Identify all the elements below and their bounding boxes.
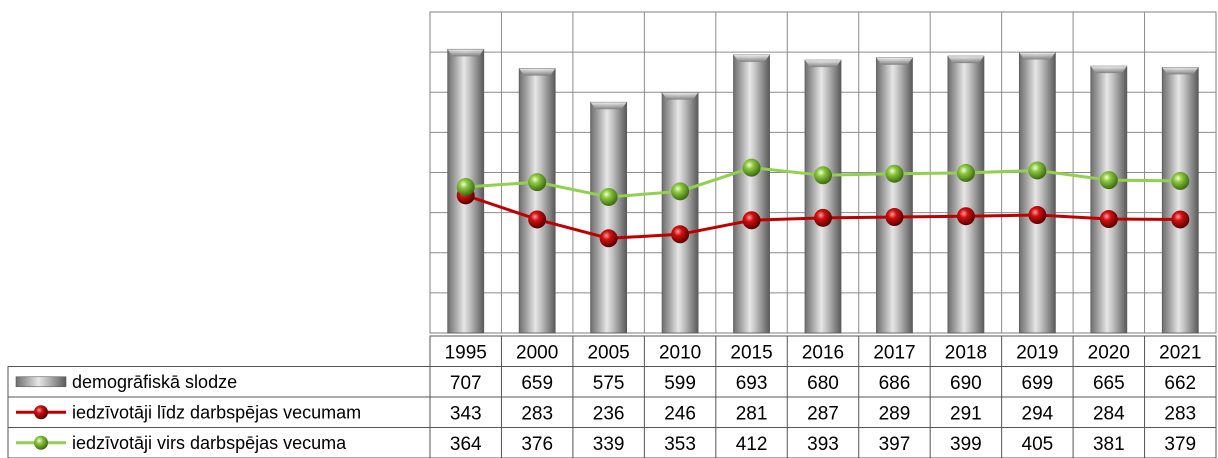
tick-label: 2010 <box>659 342 701 363</box>
bar <box>804 59 842 334</box>
data-label: 405 <box>1022 434 1054 455</box>
data-point <box>814 208 832 227</box>
bar <box>1090 65 1128 334</box>
bar <box>947 55 985 334</box>
data-label: 379 <box>1164 434 1196 455</box>
legend-key <box>15 376 67 388</box>
bar <box>518 68 556 334</box>
tick-label: 2021 <box>1159 342 1201 363</box>
data-label: 665 <box>1093 373 1125 394</box>
tick-label: 2016 <box>802 342 844 363</box>
data-point <box>599 229 618 248</box>
data-label: 376 <box>521 434 553 455</box>
tick-label: 2020 <box>1088 342 1130 363</box>
data-label: 399 <box>950 434 982 455</box>
legend-label: iedzīvotāji virs darbspējas vecuma <box>72 433 347 453</box>
data-label: 707 <box>450 373 482 394</box>
bar <box>1018 52 1056 334</box>
data-point <box>1028 206 1047 225</box>
data-label: 339 <box>593 434 625 455</box>
tick-label: 2018 <box>945 342 987 363</box>
legend-key-marker <box>34 405 48 420</box>
data-point <box>1171 210 1190 229</box>
data-label: 662 <box>1164 373 1196 394</box>
data-point <box>742 211 761 230</box>
data-point <box>456 177 475 196</box>
data-label: 283 <box>1164 403 1196 424</box>
bar <box>1161 66 1199 334</box>
legend-label: iedzīvotāji līdz darbspējas vecumam <box>72 402 361 422</box>
data-label: 284 <box>1093 403 1125 424</box>
tick-label: 2005 <box>587 342 629 363</box>
data-label: 246 <box>664 403 696 424</box>
tick-label: 1995 <box>445 342 487 363</box>
data-label: 397 <box>879 434 911 455</box>
data-point <box>742 158 761 177</box>
data-point <box>528 173 547 192</box>
data-point <box>599 187 618 206</box>
data-label: 575 <box>593 373 625 394</box>
data-point <box>814 166 832 185</box>
tick-label: 2000 <box>516 342 558 363</box>
data-table: 1995 2000 2005 2010 2015 2016 2017 2018 2019 2020… <box>7 335 1217 458</box>
legend-key-marker <box>34 435 48 450</box>
data-label: 236 <box>593 403 625 424</box>
bar <box>876 57 913 334</box>
tick-label: 2015 <box>730 342 772 363</box>
tick-label: 2019 <box>1016 342 1058 363</box>
data-label: 353 <box>664 434 696 455</box>
data-point <box>885 164 904 183</box>
data-label: 281 <box>736 403 768 424</box>
plot-area <box>429 11 1217 334</box>
data-point <box>956 207 975 226</box>
bar <box>733 54 770 334</box>
data-point <box>1099 171 1118 190</box>
data-label: 283 <box>521 403 553 424</box>
legend-label: demogrāfiskā slodze <box>72 372 237 392</box>
data-label: 412 <box>736 434 768 455</box>
data-point <box>1171 171 1190 190</box>
data-label: 659 <box>521 373 553 394</box>
data-point <box>885 208 904 227</box>
data-point <box>956 163 975 182</box>
data-label: 343 <box>450 403 482 424</box>
data-label: 289 <box>879 403 911 424</box>
data-label: 381 <box>1093 434 1125 455</box>
bar <box>590 101 628 334</box>
tick-label: 2017 <box>873 342 915 363</box>
data-point <box>1028 161 1047 180</box>
data-label: 393 <box>807 434 839 455</box>
data-point <box>671 225 690 244</box>
data-point <box>1099 210 1118 229</box>
data-point <box>528 210 547 229</box>
data-label: 291 <box>950 403 982 424</box>
data-point <box>671 182 690 201</box>
data-label: 294 <box>1022 403 1054 424</box>
data-label: 690 <box>950 373 982 394</box>
bar <box>661 92 699 334</box>
data-label: 699 <box>1022 373 1054 394</box>
data-label: 680 <box>807 373 839 394</box>
data-label: 599 <box>664 373 696 394</box>
data-label: 693 <box>736 373 768 394</box>
data-label: 287 <box>807 403 839 424</box>
data-label: 364 <box>450 434 482 455</box>
data-label: 686 <box>879 373 911 394</box>
